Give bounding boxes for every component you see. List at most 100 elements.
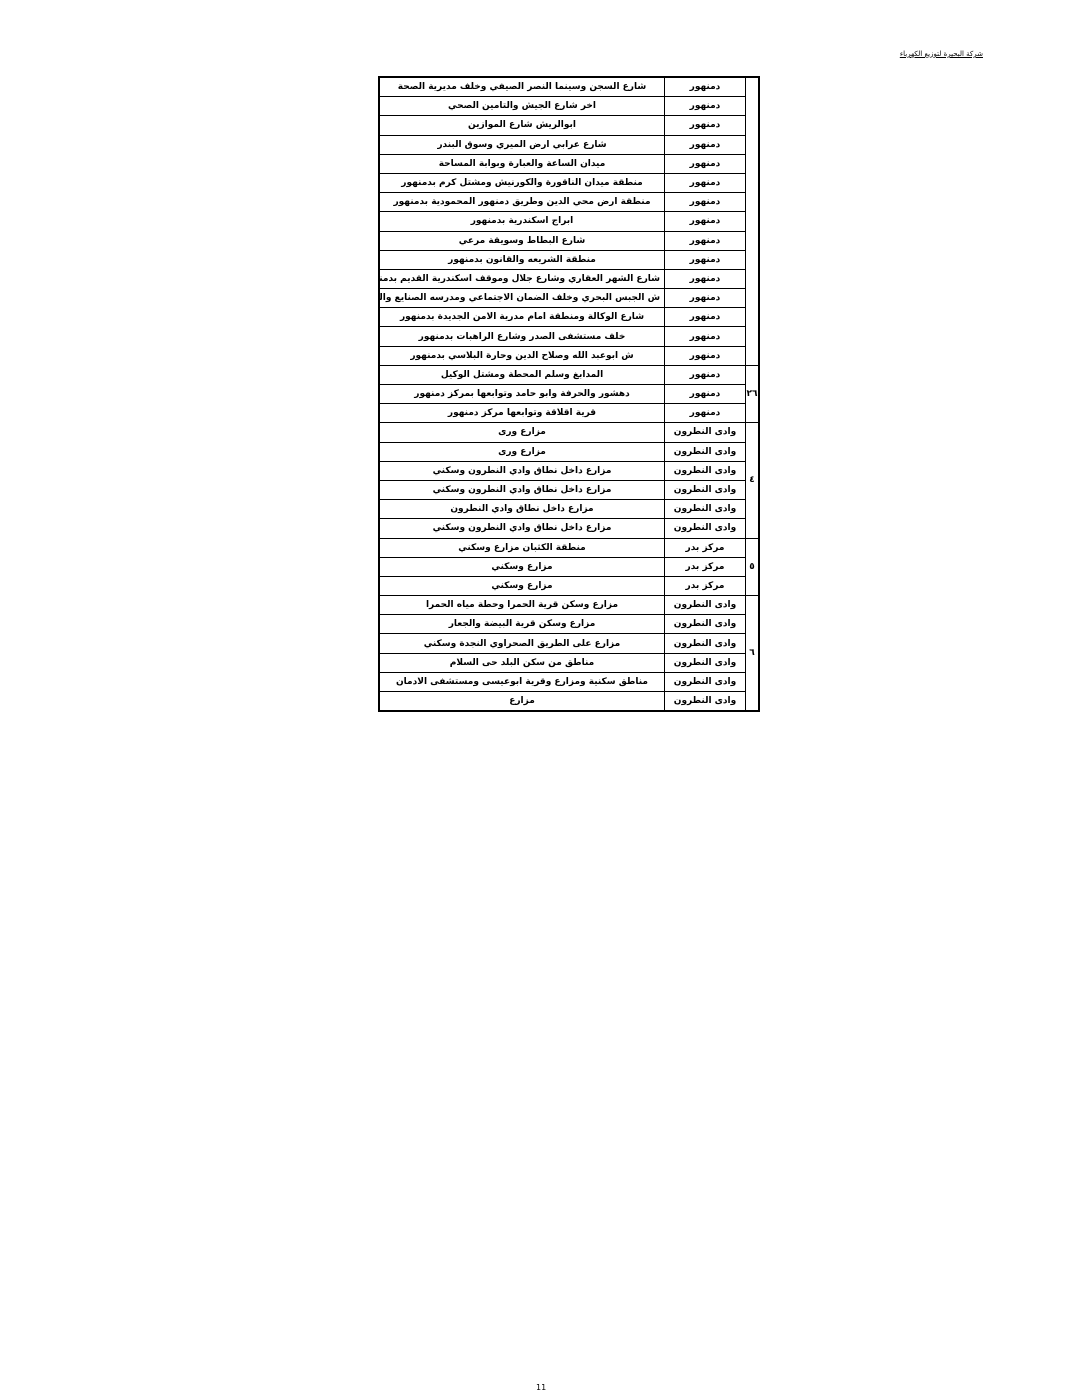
city-cell: وادى النطرون — [664, 499, 746, 520]
address-cell: ميدان الساعة والعبارة وبوابة المساحة — [378, 153, 665, 174]
city-cell: دمنهور — [664, 383, 746, 405]
table-row: ٢٦ دمنهور المدابغ وسلم المحطة ومشتل الوكيل — [378, 364, 760, 424]
city-cell: وادى النطرون — [664, 652, 746, 673]
table-row: وادى النطرون مزارع داخل نطاق وادي النطرون… — [378, 518, 759, 539]
address-cell: شارع السجن وسينما النصر الصيفي وخلف مدير… — [378, 76, 665, 98]
city-cell: دمنهور — [664, 230, 746, 251]
table-row: وادى النطرون مناطق من سكن البلد حى السلام — [378, 652, 759, 673]
address-cell: منطقة ميدان الناقورة والكورنيش ومشتل كرم… — [378, 172, 665, 194]
address-cell: مزارع على الطريق الصحراوي النجدة وسكني — [378, 633, 665, 654]
city-cell: دمنهور — [664, 403, 746, 424]
group-cell: ٦ — [745, 595, 760, 712]
table-row: دمنهور منطقة ميدان الناقورة والكورنيش ومش… — [378, 172, 759, 194]
table-row: ٦ وادى النطرون مزارع وسكن قرية الحمرا وحطة… — [378, 595, 760, 712]
group-cell — [745, 76, 760, 366]
city-cell: دمنهور — [664, 345, 746, 366]
city-cell: وادى النطرون — [664, 518, 746, 539]
page-number: 11 — [536, 1383, 547, 1392]
city-cell: دمنهور — [664, 134, 746, 155]
city-cell: وادى النطرون — [664, 614, 746, 635]
table-row: وادى النطرون مزارع وسكن قرية البيضة والجع… — [378, 614, 759, 635]
table-row: وادى النطرون مزارع داخل نطاق وادي النطرون — [378, 499, 759, 520]
city-cell: دمنهور — [664, 115, 746, 136]
city-cell: دمنهور — [664, 192, 746, 213]
city-cell: وادى النطرون — [664, 441, 746, 462]
address-cell: ابوالريش شارع الموازين — [378, 115, 665, 136]
address-cell: اخر شارع الجيش والتامين الصحي — [378, 96, 665, 117]
city-cell: دمنهور — [664, 268, 746, 290]
city-cell: مركز بدر — [664, 537, 746, 558]
table-row: ٥ مركز بدر منطقة الكثبان مزارع وسكني — [378, 537, 760, 597]
city-cell: دمنهور — [664, 364, 746, 386]
table-row: وادى النطرون مزارع داخل نطاق وادي النطرون… — [378, 479, 759, 501]
address-cell: دهشور والحرفة وابو حامد وتوابعها بمركز د… — [378, 383, 665, 405]
address-cell: ش الجبس البحري وخلف الضمان الاجتماعي ومد… — [378, 288, 665, 309]
table-row: دمنهور ش ابوعبد الله وصلاح الدين وحارة ال… — [378, 345, 759, 366]
address-cell: شارع البطاط وسويقة مرعي — [378, 230, 665, 251]
table-row: دمنهور شارع البطاط وسويقة مرعي — [378, 230, 759, 251]
city-cell: وادى النطرون — [664, 422, 746, 443]
address-cell: مزارع داخل نطاق وادي النطرون — [378, 499, 665, 520]
city-cell: دمنهور — [664, 76, 746, 98]
table-row: ٤ وادى النطرون مزارع ورى — [378, 422, 760, 539]
address-cell: مزارع وسكن قرية البيضة والجعار — [378, 614, 665, 635]
group-cell: ٤ — [745, 422, 760, 539]
city-cell: وادى النطرون — [664, 671, 746, 693]
address-cell: منطقة الشريعه والقانون بدمنهور — [378, 249, 665, 270]
city-cell: دمنهور — [664, 172, 746, 194]
table-row: دمنهور منطقة ارض محي الدين وطريق دمنهور ا… — [378, 192, 759, 213]
address-cell: المدابغ وسلم المحطة ومشتل الوكيل — [378, 364, 665, 386]
city-cell: دمنهور — [664, 307, 746, 328]
table: دمنهور شارع السجن وسينما النصر الصيفي وخل… — [378, 76, 760, 713]
table-row: دمنهور ابراج اسكندرية بدمنهور — [378, 211, 759, 232]
table-row: دمنهور شارع عرابي ارض الميري وسوق البندر — [378, 134, 759, 155]
address-cell: مزارع وسكني — [378, 575, 665, 597]
table-row: وادى النطرون مزارع ورى — [378, 441, 759, 462]
city-cell: دمنهور — [664, 96, 746, 117]
city-cell: وادى النطرون — [664, 460, 746, 481]
address-cell: منطقة ارض محي الدين وطريق دمنهور المحمود… — [378, 192, 665, 213]
city-cell: دمنهور — [664, 153, 746, 174]
city-cell: دمنهور — [664, 326, 746, 347]
address-cell: قرية اقلاقة وتوابعها مركز دمنهور — [378, 403, 665, 424]
address-cell: منطقة الكثبان مزارع وسكني — [378, 537, 665, 558]
address-cell: ش ابوعبد الله وصلاح الدين وحارة البلاسي … — [378, 345, 665, 366]
address-cell: خلف مستشفى الصدر وشارع الراهبات بدمنهور — [378, 326, 665, 347]
city-cell: وادى النطرون — [664, 479, 746, 501]
address-cell: مزارع داخل نطاق وادي النطرون وسكني — [378, 479, 665, 501]
header-title: شركة البحيرة لتوزيع الكهرباء — [899, 50, 983, 58]
city-cell: مركز بدر — [664, 575, 746, 597]
address-cell: مزارع وسكني — [378, 556, 665, 577]
address-cell: ابراج اسكندرية بدمنهور — [378, 211, 665, 232]
city-cell: دمنهور — [664, 249, 746, 270]
table-row: دمنهور قرية اقلاقة وتوابعها مركز دمنهور — [378, 403, 759, 424]
city-cell: وادى النطرون — [664, 633, 746, 654]
table-row: دمنهور دهشور والحرفة وابو حامد وتوابعها ب… — [378, 383, 759, 405]
table-row: دمنهور منطقة الشريعه والقانون بدمنهور — [378, 249, 759, 270]
table-row: دمنهور ابوالريش شارع الموازين — [378, 115, 759, 136]
table-row: وادى النطرون مزارع على الطريق الصحراوي ال… — [378, 633, 759, 654]
table-row: وادى النطرون مناطق سكنية ومزارع وقرية ابو… — [378, 671, 759, 693]
address-cell: مزارع — [378, 691, 665, 712]
city-cell: وادى النطرون — [664, 691, 746, 712]
address-cell: مزارع داخل نطاق وادي النطرون وسكني — [378, 460, 665, 481]
address-cell: مناطق من سكن البلد حى السلام — [378, 652, 665, 673]
group-cell: ٢٦ — [745, 364, 760, 424]
table-row: دمنهور شارع الوكالة ومنطقة امام مدرية الا… — [378, 307, 759, 328]
address-cell: شارع عرابي ارض الميري وسوق البندر — [378, 134, 665, 155]
address-cell: مزارع ورى — [378, 422, 665, 443]
table-row: دمنهور خلف مستشفى الصدر وشارع الراهبات بد… — [378, 326, 759, 347]
table-row: وادى النطرون مزارع — [378, 691, 759, 712]
city-cell: دمنهور — [664, 288, 746, 309]
table-row: مركز بدر مزارع وسكني — [378, 556, 759, 577]
address-cell: مزارع وسكن قرية الحمرا وحطة مياه الحمرا — [378, 595, 665, 616]
address-cell: مزارع داخل نطاق وادي النطرون وسكني — [378, 518, 665, 539]
table-row: وادى النطرون مزارع داخل نطاق وادي النطرون… — [378, 460, 759, 481]
table-row: مركز بدر مزارع وسكني — [378, 575, 759, 597]
table-row: دمنهور اخر شارع الجيش والتامين الصحي — [378, 96, 759, 117]
table-row: دمنهور شارع السجن وسينما النصر الصيفي وخل… — [378, 76, 760, 366]
city-cell: دمنهور — [664, 211, 746, 232]
city-cell: مركز بدر — [664, 556, 746, 577]
table-row: دمنهور ش الجبس البحري وخلف الضمان الاجتما… — [378, 288, 759, 309]
